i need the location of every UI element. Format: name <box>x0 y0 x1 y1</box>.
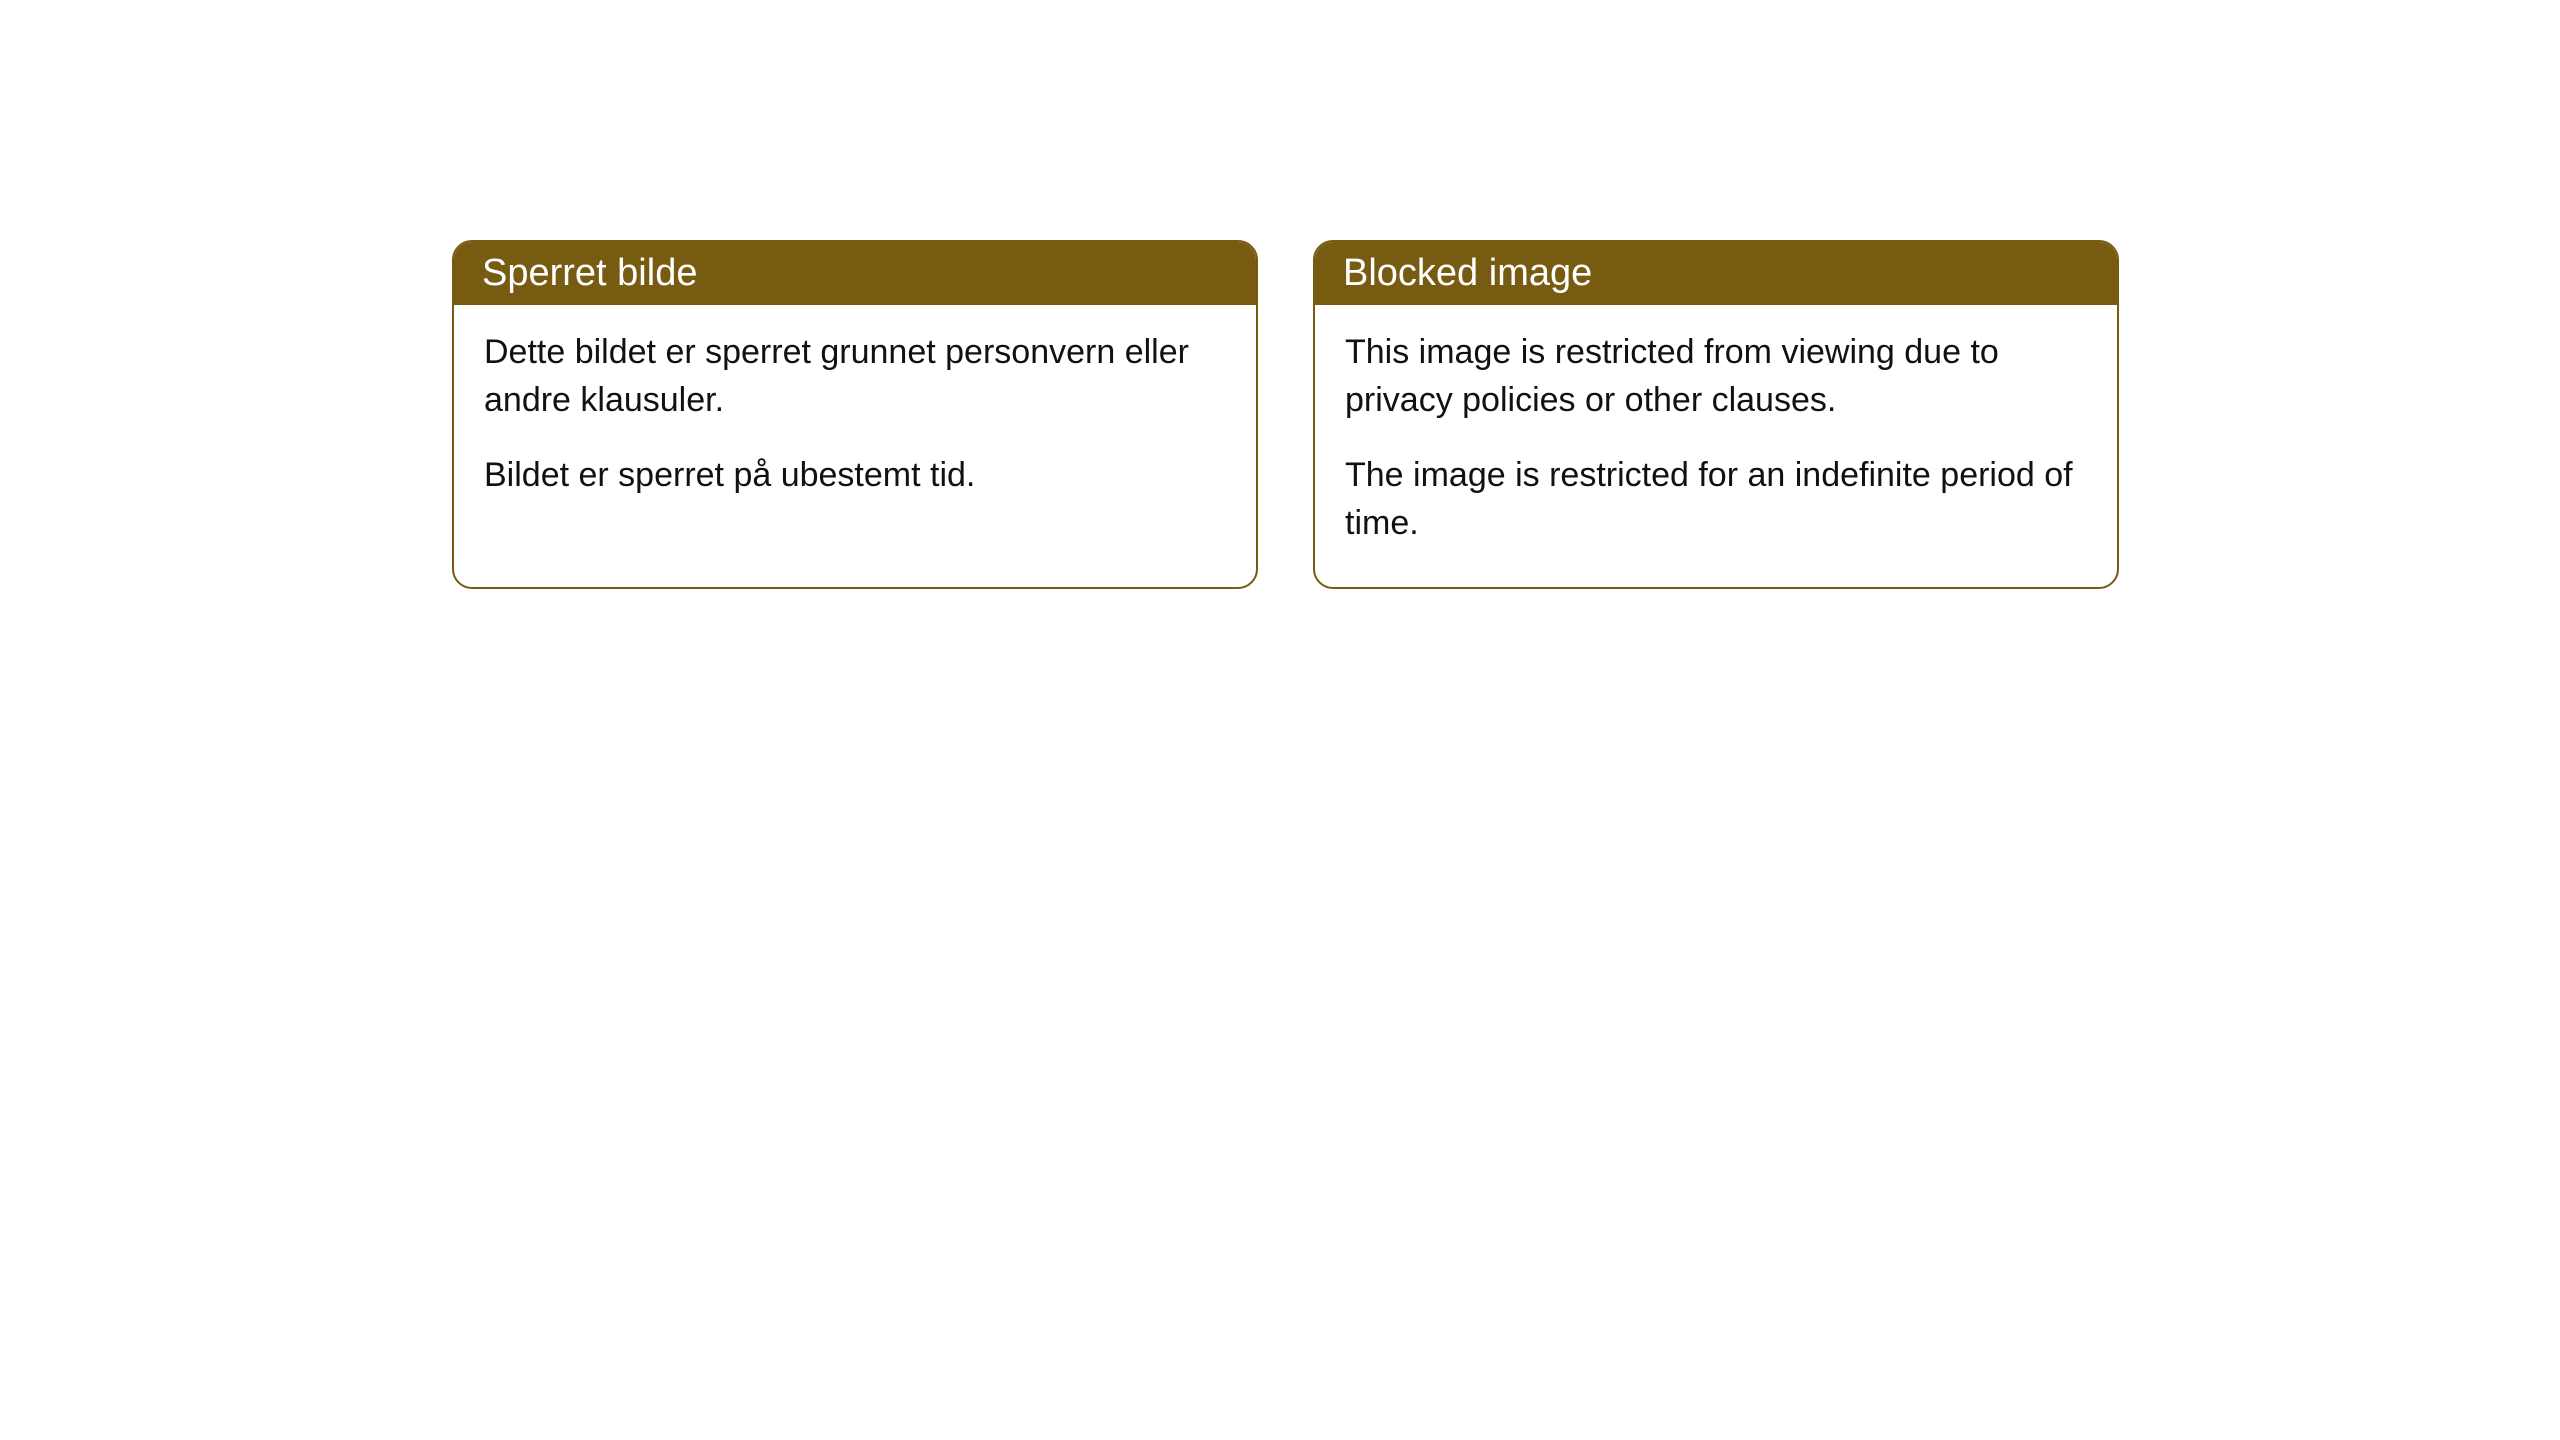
card-paragraph-1-english: This image is restricted from viewing du… <box>1345 329 2087 424</box>
card-body-english: This image is restricted from viewing du… <box>1315 305 2117 587</box>
cards-container: Sperret bilde Dette bildet er sperret gr… <box>452 240 2119 589</box>
card-body-norwegian: Dette bildet er sperret grunnet personve… <box>454 305 1256 540</box>
card-paragraph-2-norwegian: Bildet er sperret på ubestemt tid. <box>484 452 1226 500</box>
card-paragraph-1-norwegian: Dette bildet er sperret grunnet personve… <box>484 329 1226 424</box>
card-header-norwegian: Sperret bilde <box>454 242 1256 305</box>
card-header-english: Blocked image <box>1315 242 2117 305</box>
card-paragraph-2-english: The image is restricted for an indefinit… <box>1345 452 2087 547</box>
card-english: Blocked image This image is restricted f… <box>1313 240 2119 589</box>
card-norwegian: Sperret bilde Dette bildet er sperret gr… <box>452 240 1258 589</box>
